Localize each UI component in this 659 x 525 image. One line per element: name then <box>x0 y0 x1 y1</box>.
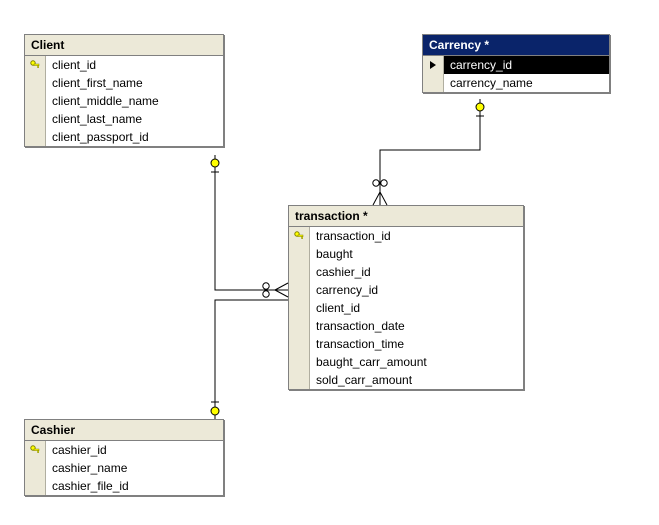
blank-icon <box>289 299 310 317</box>
column-name: client_passport_id <box>46 128 223 146</box>
blank-icon <box>25 459 46 477</box>
column-name: carrency_id <box>310 281 523 299</box>
table-row[interactable]: client_middle_name <box>25 92 223 110</box>
entity-currency-rows: carrency_id carrency_name <box>423 56 609 92</box>
blank-icon <box>25 92 46 110</box>
table-row[interactable]: sold_carr_amount <box>289 371 523 389</box>
key-icon <box>25 56 46 74</box>
column-name: transaction_id <box>310 227 523 245</box>
blank-icon <box>289 353 310 371</box>
blank-icon <box>289 281 310 299</box>
column-name: client_middle_name <box>46 92 223 110</box>
column-name: client_last_name <box>46 110 223 128</box>
blank-icon <box>25 110 46 128</box>
blank-icon <box>289 245 310 263</box>
column-name: baught <box>310 245 523 263</box>
pointer-icon <box>423 56 444 74</box>
entity-currency-title[interactable]: Carrency * <box>423 35 609 56</box>
column-name: cashier_id <box>310 263 523 281</box>
table-row[interactable]: client_passport_id <box>25 128 223 146</box>
entity-currency[interactable]: Carrency * carrency_id carrency_name <box>422 34 610 93</box>
table-row[interactable]: client_first_name <box>25 74 223 92</box>
entity-client-rows: client_id client_first_name client_middl… <box>25 56 223 146</box>
column-name: client_id <box>310 299 523 317</box>
column-name: transaction_time <box>310 335 523 353</box>
blank-icon <box>289 371 310 389</box>
entity-transaction[interactable]: transaction * transaction_id baught cash… <box>288 205 524 390</box>
column-name: sold_carr_amount <box>310 371 523 389</box>
blank-icon <box>25 74 46 92</box>
column-name: carrency_name <box>444 74 609 92</box>
blank-icon <box>25 128 46 146</box>
blank-icon <box>289 317 310 335</box>
column-name: transaction_date <box>310 317 523 335</box>
column-name: cashier_name <box>46 459 223 477</box>
entity-cashier[interactable]: Cashier cashier_id cashier_name cashier_… <box>24 419 224 496</box>
column-name: cashier_id <box>46 441 223 459</box>
entity-client-title[interactable]: Client <box>25 35 223 56</box>
column-name: client_first_name <box>46 74 223 92</box>
entity-cashier-title[interactable]: Cashier <box>25 420 223 441</box>
table-row[interactable]: cashier_name <box>25 459 223 477</box>
er-diagram-canvas: { "diagram": { "type": "er-diagram", "ba… <box>0 0 659 525</box>
table-row[interactable]: baught <box>289 245 523 263</box>
entity-transaction-rows: transaction_id baught cashier_id carrenc… <box>289 227 523 389</box>
column-name: cashier_file_id <box>46 477 223 495</box>
blank-icon <box>289 263 310 281</box>
table-row[interactable]: carrency_name <box>423 74 609 92</box>
column-name: client_id <box>46 56 223 74</box>
blank-icon <box>289 335 310 353</box>
column-name: baught_carr_amount <box>310 353 523 371</box>
blank-icon <box>25 477 46 495</box>
entity-cashier-rows: cashier_id cashier_name cashier_file_id <box>25 441 223 495</box>
table-row[interactable]: client_id <box>289 299 523 317</box>
table-row[interactable]: cashier_id <box>289 263 523 281</box>
table-row[interactable]: client_last_name <box>25 110 223 128</box>
table-row[interactable]: client_id <box>25 56 223 74</box>
column-name: carrency_id <box>444 56 609 74</box>
table-row[interactable]: carrency_id <box>423 56 609 74</box>
key-icon <box>289 227 310 245</box>
blank-icon <box>423 74 444 92</box>
table-row[interactable]: transaction_id <box>289 227 523 245</box>
table-row[interactable]: transaction_date <box>289 317 523 335</box>
table-row[interactable]: cashier_file_id <box>25 477 223 495</box>
key-icon <box>25 441 46 459</box>
table-row[interactable]: carrency_id <box>289 281 523 299</box>
table-row[interactable]: baught_carr_amount <box>289 353 523 371</box>
entity-client[interactable]: Client client_id client_first_name clien… <box>24 34 224 147</box>
table-row[interactable]: transaction_time <box>289 335 523 353</box>
entity-transaction-title[interactable]: transaction * <box>289 206 523 227</box>
table-row[interactable]: cashier_id <box>25 441 223 459</box>
